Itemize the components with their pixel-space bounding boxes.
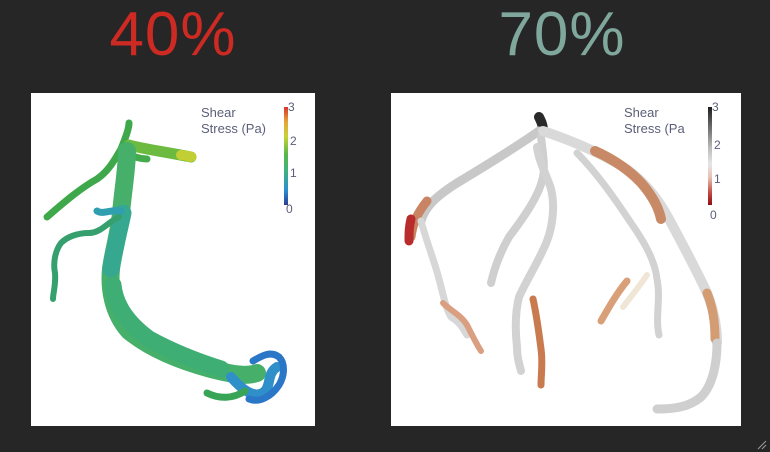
- left-tick-0: 0: [286, 202, 293, 216]
- right-tick-1: 1: [714, 172, 721, 186]
- left-legend-title-line1: Shear: [201, 105, 236, 120]
- right-tick-2: 2: [714, 138, 721, 152]
- left-tick-2: 2: [290, 134, 297, 148]
- left-tick-3: 3: [288, 100, 295, 114]
- right-tick-0: 0: [710, 208, 717, 222]
- right-colorbar: [708, 107, 712, 205]
- left-simulation-image: Shear Stress (Pa) 3 2 1 0: [31, 93, 315, 426]
- right-tick-3: 3: [712, 100, 719, 114]
- right-artery-visualization: [404, 112, 722, 414]
- left-tick-1: 1: [290, 166, 297, 180]
- left-colorbar: [284, 107, 288, 205]
- left-percentage-label: 40%: [109, 0, 237, 69]
- right-percentage-label: 70%: [498, 0, 626, 69]
- right-simulation-image: Shear Stress (Pa 3 2 1 0: [391, 93, 741, 426]
- right-legend-title-line1: Shear: [624, 105, 659, 120]
- left-legend-title-line2: Stress (Pa): [201, 121, 267, 136]
- left-artery-visualization: [43, 119, 287, 404]
- right-legend-title-line2: Stress (Pa: [624, 121, 685, 136]
- slide-transition-icon[interactable]: [757, 440, 767, 450]
